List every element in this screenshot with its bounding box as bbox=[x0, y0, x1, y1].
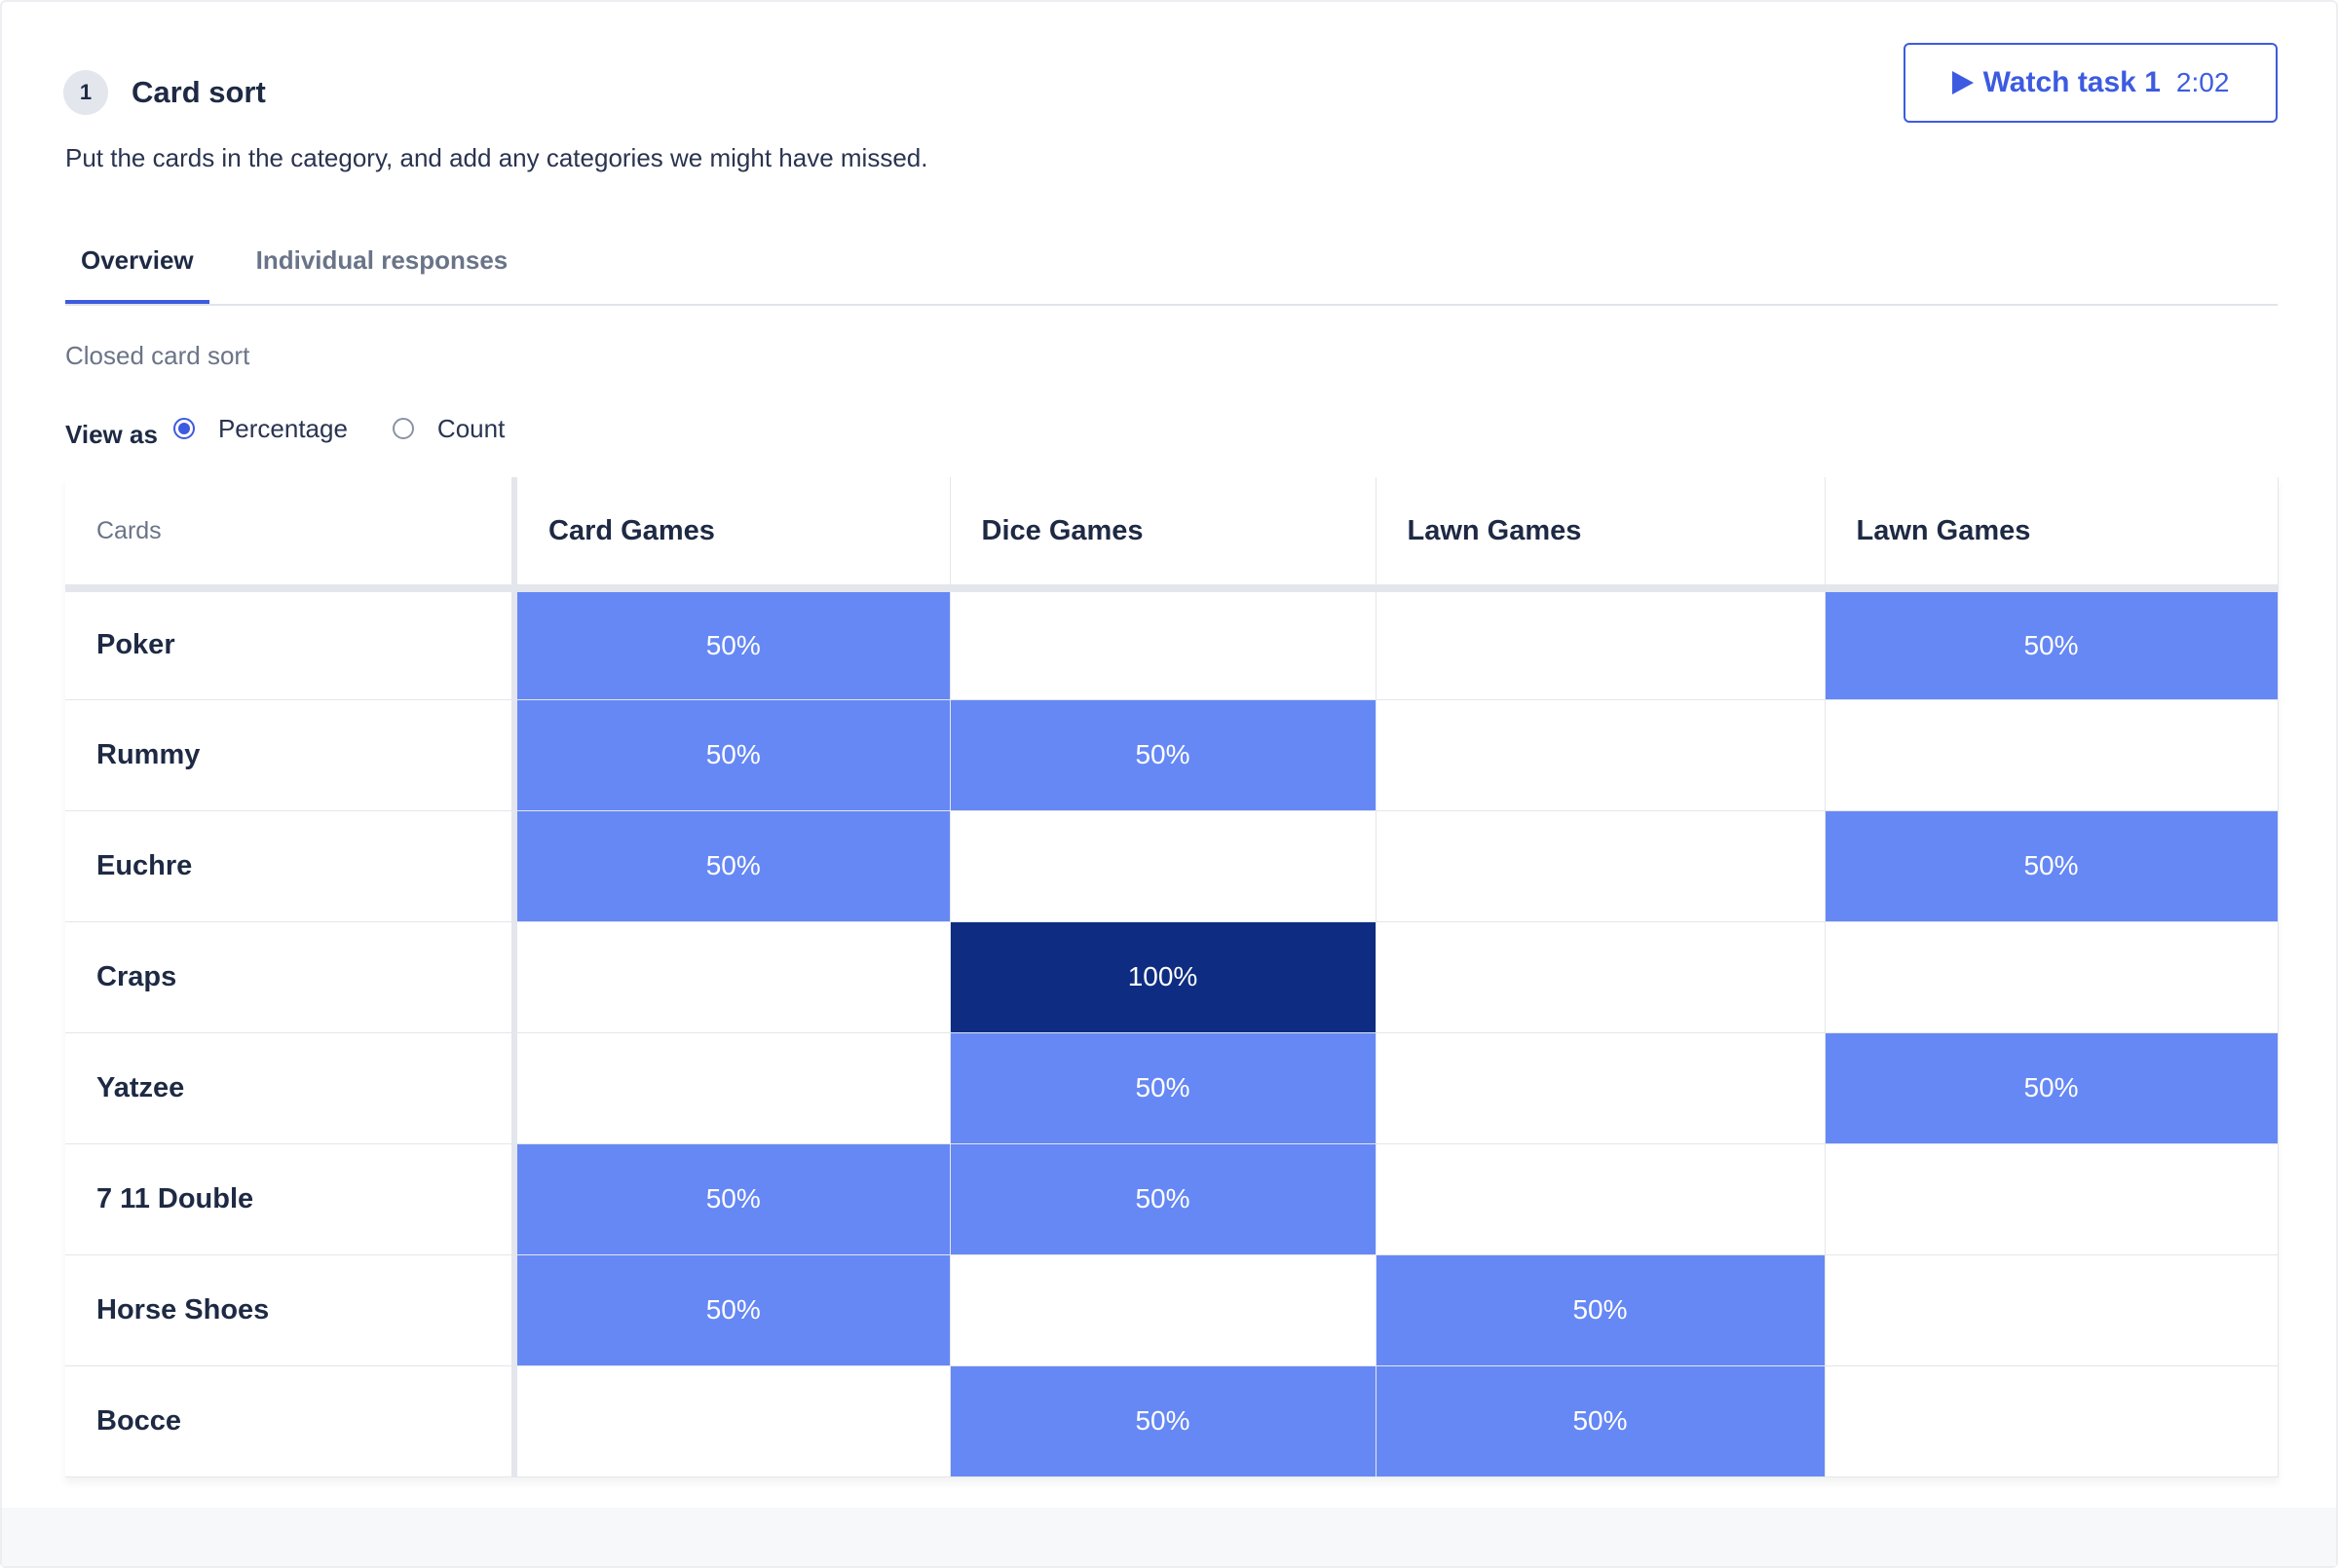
radio-percentage-label: Percentage bbox=[217, 413, 348, 443]
radio-count-button[interactable] bbox=[392, 418, 414, 439]
matrix-cell bbox=[1375, 1142, 1826, 1255]
card-name: 7 11 Double bbox=[65, 1142, 517, 1255]
matrix-cell: 50% bbox=[949, 1364, 1376, 1477]
matrix-cell: 50% bbox=[949, 1031, 1376, 1144]
task-header: 1 Card sort bbox=[63, 70, 266, 115]
sort-type-label: Closed card sort bbox=[65, 341, 250, 370]
matrix-cell: 50% bbox=[513, 1253, 951, 1366]
matrix-cell bbox=[1824, 1142, 2279, 1255]
tab-individual-responses[interactable]: Individual responses bbox=[255, 245, 509, 275]
table-row: Bocce 50% 50% bbox=[65, 1364, 2279, 1477]
category-header: Lawn Games bbox=[1824, 477, 2279, 592]
tab-bar: Overview Individual responses bbox=[65, 234, 2278, 306]
matrix-cell bbox=[1375, 698, 1826, 811]
cards-column-header: Cards bbox=[65, 477, 517, 592]
radio-percentage-button[interactable] bbox=[172, 418, 195, 439]
tab-overview[interactable]: Overview bbox=[65, 234, 209, 304]
task-description: Put the cards in the category, and add a… bbox=[65, 143, 928, 172]
table-row: Poker 50% 50% bbox=[65, 587, 2279, 700]
table-row: Euchre 50% 50% bbox=[65, 809, 2279, 922]
matrix-cell bbox=[513, 1031, 951, 1144]
card-name: Bocce bbox=[65, 1364, 517, 1477]
table-row: Rummy 50% 50% bbox=[65, 698, 2279, 811]
matrix-cell: 50% bbox=[1824, 587, 2279, 700]
watch-task-label: Watch task 1 bbox=[1982, 66, 2161, 98]
watch-task-duration: 2:02 bbox=[2175, 67, 2230, 97]
table-row: 7 11 Double 50% 50% bbox=[65, 1142, 2279, 1255]
card-name: Yatzee bbox=[65, 1031, 517, 1144]
card-name: Poker bbox=[65, 587, 517, 700]
view-as-control: View as Percentage Count bbox=[65, 409, 549, 449]
matrix-cell bbox=[949, 587, 1376, 700]
matrix-cell: 100% bbox=[949, 920, 1376, 1033]
matrix-cell bbox=[1824, 1253, 2279, 1366]
card-name: Euchre bbox=[65, 809, 517, 922]
matrix-cell: 50% bbox=[1375, 1364, 1826, 1477]
matrix-cell: 50% bbox=[1824, 809, 2279, 922]
matrix-header-row: Cards Card Games Dice Games Lawn Games L… bbox=[65, 477, 2279, 592]
matrix-cell bbox=[1824, 698, 2279, 811]
category-header: Dice Games bbox=[949, 477, 1376, 592]
task-title: Card sort bbox=[132, 75, 266, 109]
matrix-cell: 50% bbox=[1375, 1253, 1826, 1366]
play-icon bbox=[1951, 71, 1974, 94]
category-header: Card Games bbox=[513, 477, 951, 592]
matrix-cell bbox=[1375, 809, 1826, 922]
matrix-cell bbox=[513, 920, 951, 1033]
card-name: Rummy bbox=[65, 698, 517, 811]
matrix-cell: 50% bbox=[513, 809, 951, 922]
card-name: Craps bbox=[65, 920, 517, 1033]
radio-count-label: Count bbox=[436, 413, 506, 443]
matrix-cell bbox=[513, 1364, 951, 1477]
view-as-label: View as bbox=[65, 419, 158, 449]
table-row: Horse Shoes 50% 50% bbox=[65, 1253, 2279, 1366]
card-name: Horse Shoes bbox=[65, 1253, 517, 1366]
footer-area bbox=[2, 1508, 2336, 1566]
matrix-cell bbox=[949, 1253, 1376, 1366]
matrix-cell bbox=[1375, 1031, 1826, 1144]
table-row: Yatzee 50% 50% bbox=[65, 1031, 2279, 1144]
matrix-cell bbox=[1824, 920, 2279, 1033]
card-sort-matrix: Cards Card Games Dice Games Lawn Games L… bbox=[65, 477, 2279, 1477]
matrix-cell bbox=[1375, 920, 1826, 1033]
task-number-badge: 1 bbox=[63, 70, 108, 115]
category-header: Lawn Games bbox=[1375, 477, 1826, 592]
watch-task-button[interactable]: Watch task 1 2:02 bbox=[1904, 43, 2278, 123]
table-row: Craps 100% bbox=[65, 920, 2279, 1033]
radio-percentage[interactable]: Percentage bbox=[172, 413, 348, 444]
matrix-cell: 50% bbox=[1824, 1031, 2279, 1144]
matrix-cell bbox=[1824, 1364, 2279, 1477]
matrix-cell: 50% bbox=[513, 1142, 951, 1255]
matrix-cell bbox=[949, 809, 1376, 922]
matrix-cell: 50% bbox=[513, 587, 951, 700]
matrix-cell: 50% bbox=[513, 698, 951, 811]
radio-count[interactable]: Count bbox=[392, 413, 506, 444]
matrix-cell: 50% bbox=[949, 698, 1376, 811]
matrix-cell bbox=[1375, 587, 1826, 700]
matrix-cell: 50% bbox=[949, 1142, 1376, 1255]
